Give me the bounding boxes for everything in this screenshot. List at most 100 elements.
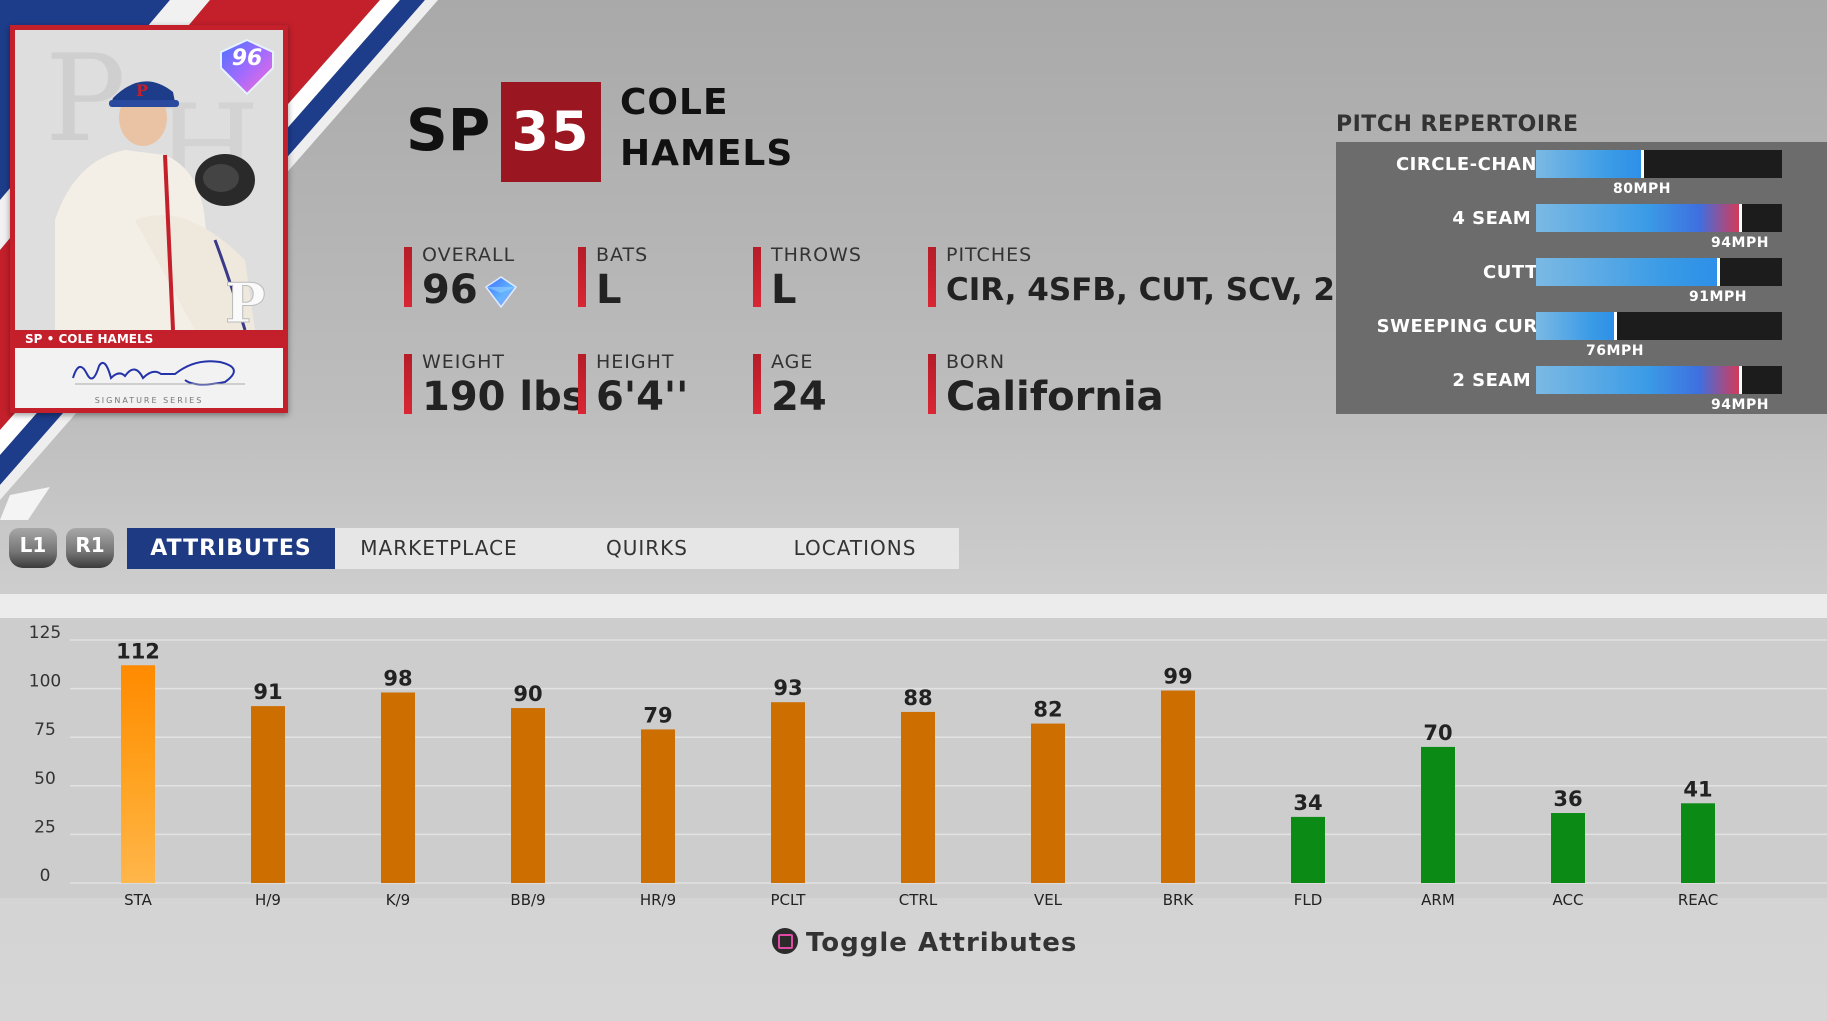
stat-label: BATS: [596, 244, 649, 266]
tab-locations[interactable]: LOCATIONS: [793, 536, 917, 560]
x-category-label: K/9: [386, 891, 410, 909]
x-category-label: ARM: [1421, 891, 1455, 909]
pitch-speed-label: 76MPH: [1586, 343, 1644, 359]
bar-value-label: 34: [1293, 791, 1322, 815]
pitch-speed-label: 91MPH: [1689, 289, 1747, 305]
player-first-name: COLE: [620, 82, 729, 123]
pitch-speed-bar: [1536, 366, 1782, 394]
bar-value-label: 82: [1033, 698, 1062, 722]
stat-label: WEIGHT: [422, 351, 506, 373]
signature-area: SIGNATURE SERIES: [15, 348, 283, 408]
card-name-strip: SP • COLE HAMELS: [15, 330, 283, 348]
bar-value-label: 91: [253, 680, 282, 704]
stat-value: 96: [422, 267, 478, 313]
bar-value-label: 36: [1553, 787, 1582, 811]
pitch-row: 2 SEAM FB 94MPH: [1336, 360, 1827, 414]
stat-value: 24: [771, 374, 827, 420]
bar-h-9: [251, 706, 285, 883]
card-overall-value: 96: [231, 46, 263, 71]
stat-value: L: [771, 267, 797, 313]
y-tick-label: 50: [34, 769, 56, 789]
jersey-number: 35: [501, 82, 601, 182]
stat-value: 190 lbs: [422, 374, 586, 420]
bar-value-label: 41: [1683, 777, 1712, 801]
bar-fld: [1291, 816, 1325, 883]
x-category-label: HR/9: [640, 891, 676, 909]
stat-value: 6'4'': [596, 374, 689, 420]
stat-label: AGE: [771, 351, 814, 373]
stat-born: BORN California: [928, 351, 1164, 419]
bar-vel: [1031, 723, 1065, 883]
player-card[interactable]: P H P P: [10, 25, 288, 413]
toggle-attributes-label: Toggle Attributes: [806, 928, 1078, 958]
stat-age: AGE 24: [753, 351, 827, 419]
pitch-speed-label: 94MPH: [1711, 235, 1769, 251]
tab-marketplace[interactable]: MARKETPLACE: [360, 536, 518, 560]
player-last-name: HAMELS: [620, 133, 794, 174]
pitch-row: SWEEPING CURVE 76MPH: [1336, 306, 1827, 360]
pitch-speed-marker: [1614, 312, 1617, 340]
bar-value-label: 93: [773, 676, 802, 700]
pitch-repertoire-title: PITCH REPERTOIRE: [1336, 112, 1579, 137]
bar-hr-9: [641, 729, 675, 883]
pitch-name: SWEEPING CURVE: [1376, 316, 1565, 337]
bar-ctrl: [901, 711, 935, 883]
x-category-label: H/9: [255, 891, 281, 909]
stat-value: L: [596, 267, 622, 313]
y-tick-label: 75: [34, 720, 56, 740]
l1-bumper-button[interactable]: L1: [9, 528, 57, 568]
stat-height: HEIGHT 6'4'': [578, 351, 688, 419]
player-position: SP: [406, 96, 491, 164]
bar-pclt: [771, 702, 805, 883]
svg-text:P: P: [136, 81, 148, 100]
x-category-label: ACC: [1553, 891, 1584, 909]
pitch-speed-fill: [1536, 204, 1740, 232]
r1-bumper-button[interactable]: R1: [66, 528, 114, 568]
bar-bb-9: [511, 708, 545, 883]
pitch-speed-fill: [1536, 312, 1615, 340]
pitch-speed-fill: [1536, 258, 1718, 286]
stat-label: PITCHES: [946, 244, 1033, 266]
overall-diamond-badge: 96: [217, 38, 277, 96]
svg-text:P: P: [45, 30, 126, 169]
x-category-label: VEL: [1034, 891, 1063, 909]
stat-label: BORN: [946, 351, 1006, 373]
diamond-icon: [220, 38, 274, 96]
tab-quirks[interactable]: QUIRKS: [606, 536, 688, 560]
stat-throws: THROWS L: [753, 244, 862, 312]
pitch-speed-marker: [1641, 150, 1644, 178]
bar-brk: [1161, 690, 1195, 883]
y-tick-label: 100: [29, 672, 61, 692]
bar-value-label: 70: [1423, 721, 1452, 745]
stat-bats: BATS L: [578, 244, 648, 312]
bar-k-9: [381, 692, 415, 883]
x-category-label: PCLT: [771, 891, 807, 909]
chart-top-band: [0, 594, 1827, 618]
tab-attributes[interactable]: ATTRIBUTES: [127, 528, 335, 569]
stat-label: OVERALL: [422, 244, 516, 266]
pitch-speed-bar: [1536, 312, 1782, 340]
stat-value: CIR, 4SFB, CUT, SCV, 2SFB: [946, 272, 1403, 308]
stat-weight: WEIGHT 190 lbs: [404, 351, 586, 419]
diamond-icon: [484, 276, 517, 309]
bar-value-label: 112: [116, 639, 160, 663]
signature-graphic: [72, 360, 245, 386]
bar-value-label: 79: [643, 703, 672, 727]
tab-bar: ATTRIBUTES MARKETPLACE QUIRKS LOCATIONS: [127, 528, 959, 569]
stat-overall: OVERALL 96: [404, 244, 520, 312]
x-category-label: FLD: [1294, 891, 1323, 909]
pitch-speed-label: 94MPH: [1711, 397, 1769, 413]
pitch-repertoire-panel: CIRCLE-CHANGE 80MPH 4 SEAM FB 94MPH CUTT…: [1336, 142, 1827, 414]
x-category-label: CTRL: [899, 891, 938, 909]
toggle-attributes-hint[interactable]: Toggle Attributes: [772, 927, 1078, 958]
x-category-label: REAC: [1678, 891, 1718, 909]
x-category-label: STA: [124, 891, 153, 909]
pitch-speed-fill: [1536, 366, 1740, 394]
bar-arm: [1421, 746, 1455, 883]
stat-pitches: PITCHES CIR, 4SFB, CUT, SCV, 2SFB: [928, 244, 1402, 312]
bar-reac: [1681, 803, 1715, 883]
card-face: P H P P: [15, 30, 283, 408]
square-button-icon: [772, 927, 798, 954]
y-tick-label: 125: [29, 623, 61, 643]
pitch-speed-marker: [1717, 258, 1720, 286]
